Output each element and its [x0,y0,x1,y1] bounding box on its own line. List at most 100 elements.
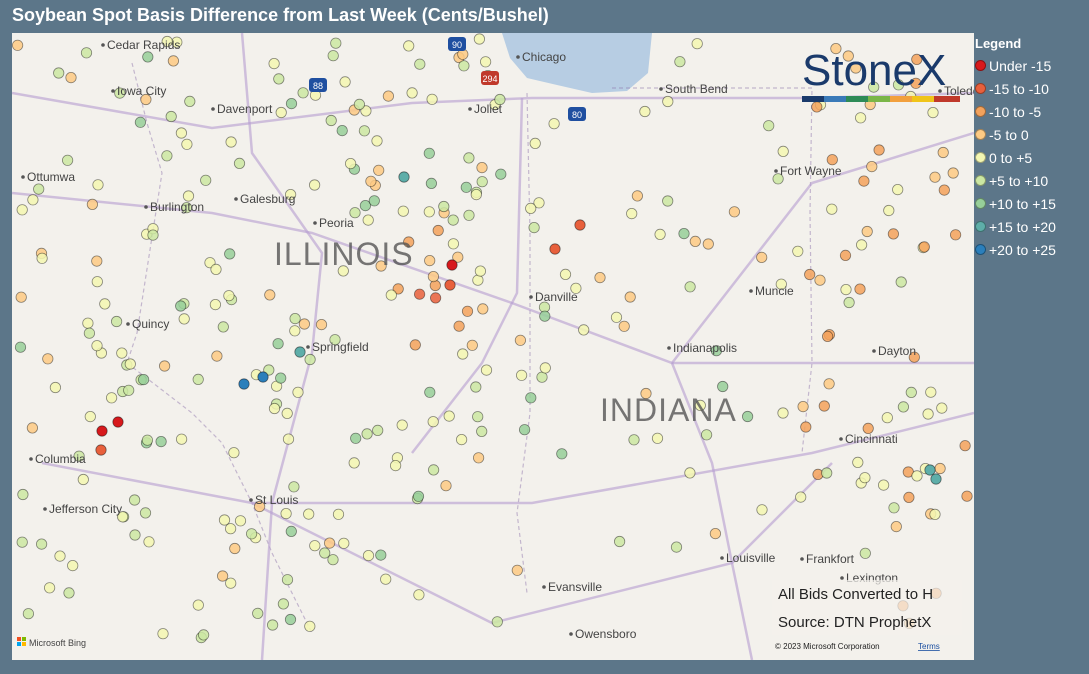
station-marker [438,200,450,213]
station-marker [795,491,807,503]
station-marker [494,93,506,106]
station-marker [53,67,65,79]
station-marker [289,325,301,337]
station-marker [112,416,124,428]
city-dot [306,345,310,349]
station-marker [289,312,301,325]
station-marker [140,93,152,106]
station-marker [14,341,27,353]
station-marker [142,51,154,63]
station-marker [272,338,284,350]
city-dot [234,197,238,201]
station-marker [756,251,768,263]
station-marker [385,289,397,301]
city-label: Joliet [474,102,503,116]
state-label: ILLINOIS [274,236,414,272]
station-marker [161,150,173,162]
station-marker [628,434,640,446]
highway-label: 80 [572,110,582,120]
city-dot [126,322,130,326]
station-marker [800,421,812,433]
station-marker [924,464,936,476]
station-marker [479,56,492,68]
city-label: Owensboro [575,627,637,641]
logo-bar [802,96,960,102]
station-marker [821,467,833,479]
note: Source: DTN ProphetX [778,614,931,631]
city-label: Peoria [319,216,354,230]
station-marker [273,73,285,85]
terms-link[interactable]: Terms [918,642,940,651]
station-marker [91,255,103,267]
station-marker [549,243,561,255]
station-marker [332,508,345,520]
legend-swatch [975,221,986,232]
station-marker [329,334,341,346]
station-marker [854,112,867,124]
station-marker [463,209,475,221]
city-label: Louisville [726,551,776,565]
station-marker [337,265,349,277]
station-marker [298,318,310,330]
station-marker [839,249,852,261]
station-marker [348,457,360,469]
station-marker [336,125,348,137]
map: ILLINOIS INDIANA Cedar Rapids Iowa City Dave… [12,33,974,660]
legend-item: -5 to 0 [975,120,1056,149]
station-marker [323,537,336,549]
station-marker [525,392,537,404]
city-label: Danville [535,290,578,304]
station-marker [670,541,683,553]
station-marker [610,311,623,323]
station-marker [54,550,66,562]
station-marker [858,175,870,187]
station-marker [476,425,488,437]
city-dot [840,576,844,580]
station-marker [938,184,950,196]
station-marker [925,386,937,398]
station-marker [892,79,905,91]
city-label: Fort Wayne [780,164,842,178]
station-marker [99,298,111,310]
station-marker [850,62,862,74]
station-marker [444,279,456,291]
city-label: Davenport [217,102,273,116]
station-marker [662,95,674,108]
legend-swatch [975,60,986,71]
station-marker [198,629,210,641]
station-marker [134,116,146,128]
station-marker [922,408,934,420]
station-marker [303,508,315,520]
station-marker [86,198,99,210]
station-marker [821,330,834,342]
station-marker [775,278,787,290]
station-marker [897,401,910,413]
station-marker [22,608,34,620]
station-marker [225,577,237,589]
station-marker [476,162,488,174]
station-marker [277,598,289,610]
station-marker [413,589,425,601]
station-marker [529,137,541,150]
station-marker [474,265,486,277]
city-label: Galesburg [240,192,295,206]
station-marker [123,384,135,396]
station-marker [373,164,385,176]
station-marker [96,425,108,437]
station-marker [165,110,177,123]
station-marker [432,224,444,237]
city-dot [211,107,215,111]
station-marker [472,411,484,423]
station-marker [470,189,482,201]
station-marker [218,514,231,526]
highway-shield [481,71,499,85]
station-marker [288,481,300,493]
bing-logo [17,637,26,646]
city-label: St Louis [255,493,298,507]
station-marker [267,619,279,631]
station-marker [412,490,425,502]
highway-shield [568,107,586,121]
station-marker [843,296,855,309]
station-marker [651,432,664,444]
